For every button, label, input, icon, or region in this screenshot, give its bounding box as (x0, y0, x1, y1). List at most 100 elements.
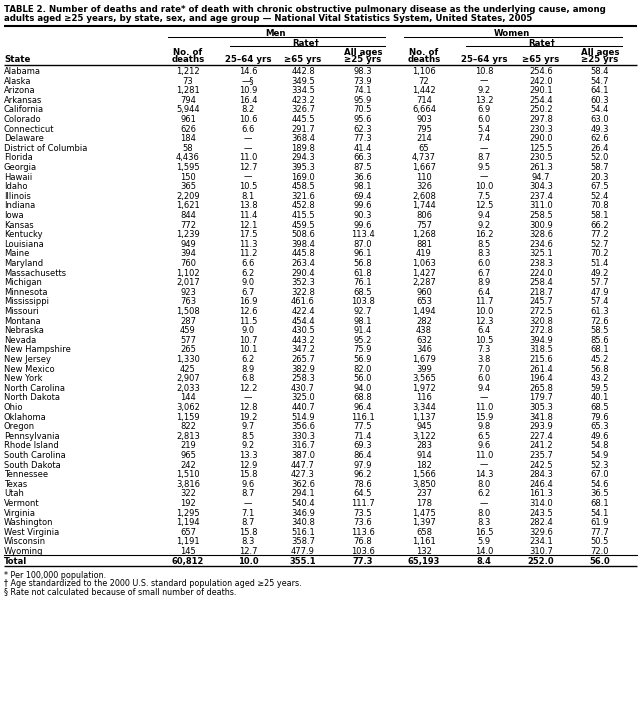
Text: 341.8: 341.8 (529, 413, 553, 422)
Text: 395.3: 395.3 (291, 163, 315, 172)
Text: Wyoming: Wyoming (4, 547, 44, 556)
Text: New Jersey: New Jersey (4, 355, 51, 364)
Text: † Age standardized to the 2000 U.S. standard population aged ≥25 years.: † Age standardized to the 2000 U.S. stan… (4, 579, 302, 588)
Text: 8.4: 8.4 (476, 557, 492, 566)
Text: 352.3: 352.3 (291, 278, 315, 287)
Text: 657: 657 (180, 528, 196, 537)
Text: 329.6: 329.6 (529, 528, 553, 537)
Text: 326: 326 (416, 182, 432, 192)
Text: 12.7: 12.7 (238, 163, 257, 172)
Text: 9.4: 9.4 (478, 211, 490, 220)
Text: 8.7: 8.7 (241, 490, 254, 498)
Text: Hawaii: Hawaii (4, 173, 32, 181)
Text: 394: 394 (180, 249, 196, 258)
Text: 960: 960 (416, 288, 432, 297)
Text: 314.0: 314.0 (529, 499, 553, 508)
Text: 56.9: 56.9 (354, 355, 372, 364)
Text: 325.1: 325.1 (529, 249, 553, 258)
Text: 763: 763 (180, 297, 196, 307)
Text: 1,281: 1,281 (176, 86, 200, 95)
Text: 6.2: 6.2 (242, 355, 254, 364)
Text: 58.5: 58.5 (591, 326, 609, 336)
Text: 1,161: 1,161 (412, 537, 436, 546)
Text: 6.0: 6.0 (478, 115, 490, 124)
Text: 52.4: 52.4 (591, 192, 609, 201)
Text: 192: 192 (180, 499, 196, 508)
Text: 10.6: 10.6 (238, 115, 257, 124)
Text: 150: 150 (180, 173, 196, 181)
Text: 7.1: 7.1 (242, 508, 254, 518)
Text: 294.3: 294.3 (291, 153, 315, 163)
Text: North Carolina: North Carolina (4, 384, 65, 393)
Text: California: California (4, 105, 44, 114)
Text: 40.1: 40.1 (591, 393, 609, 402)
Text: 326.7: 326.7 (291, 105, 315, 114)
Text: 161.3: 161.3 (529, 490, 553, 498)
Text: 6.0: 6.0 (478, 259, 490, 268)
Text: 1,191: 1,191 (176, 537, 200, 546)
Text: 70.5: 70.5 (354, 105, 372, 114)
Text: 1,442: 1,442 (412, 86, 436, 95)
Text: 5,944: 5,944 (176, 105, 200, 114)
Text: 58: 58 (183, 144, 194, 153)
Text: 965: 965 (180, 451, 196, 460)
Text: 382.9: 382.9 (291, 364, 315, 374)
Text: 443.2: 443.2 (291, 336, 315, 345)
Text: 99.6: 99.6 (354, 202, 372, 210)
Text: —: — (480, 144, 488, 153)
Text: 419: 419 (416, 249, 432, 258)
Text: 287: 287 (180, 317, 196, 325)
Text: 238.3: 238.3 (529, 259, 553, 268)
Text: Rate†: Rate† (292, 39, 319, 48)
Text: 25–64 yrs: 25–64 yrs (461, 55, 507, 64)
Text: 454.4: 454.4 (291, 317, 315, 325)
Text: 65,193: 65,193 (408, 557, 440, 566)
Text: 234.6: 234.6 (529, 240, 553, 249)
Text: Louisiana: Louisiana (4, 240, 44, 249)
Text: 322.8: 322.8 (291, 288, 315, 297)
Text: Kentucky: Kentucky (4, 230, 42, 239)
Text: 258.3: 258.3 (291, 374, 315, 383)
Text: —: — (244, 393, 252, 402)
Text: 1,063: 1,063 (412, 259, 436, 268)
Text: 447.7: 447.7 (291, 461, 315, 469)
Text: 430.7: 430.7 (291, 384, 315, 393)
Text: 54.8: 54.8 (591, 441, 609, 451)
Text: 11.3: 11.3 (238, 240, 257, 249)
Text: 95.2: 95.2 (354, 336, 372, 345)
Text: 458.5: 458.5 (291, 182, 315, 192)
Text: 261.4: 261.4 (529, 364, 553, 374)
Text: 346: 346 (416, 346, 432, 354)
Text: 54.4: 54.4 (591, 105, 609, 114)
Text: 144: 144 (180, 393, 196, 402)
Text: 68.1: 68.1 (591, 346, 610, 354)
Text: 64.1: 64.1 (591, 86, 609, 95)
Text: 132: 132 (416, 547, 432, 556)
Text: 10.5: 10.5 (475, 336, 493, 345)
Text: 5.9: 5.9 (478, 537, 490, 546)
Text: Rate†: Rate† (529, 39, 556, 48)
Text: 10.7: 10.7 (238, 336, 257, 345)
Text: 74.1: 74.1 (354, 86, 372, 95)
Text: 234.1: 234.1 (529, 537, 553, 546)
Text: adults aged ≥25 years, by state, sex, and age group — National Vital Statistics : adults aged ≥25 years, by state, sex, an… (4, 14, 532, 23)
Text: 250.2: 250.2 (529, 105, 553, 114)
Text: Mississippi: Mississippi (4, 297, 49, 307)
Text: Georgia: Georgia (4, 163, 37, 172)
Text: 69.3: 69.3 (354, 441, 372, 451)
Text: 111.7: 111.7 (351, 499, 375, 508)
Text: 15.9: 15.9 (475, 413, 493, 422)
Text: 362.6: 362.6 (291, 480, 315, 489)
Text: 16.9: 16.9 (238, 297, 257, 307)
Text: Arizona: Arizona (4, 86, 36, 95)
Text: 58.4: 58.4 (591, 67, 609, 76)
Text: 12.6: 12.6 (238, 307, 257, 316)
Text: 116.1: 116.1 (351, 413, 375, 422)
Text: 70.2: 70.2 (591, 249, 609, 258)
Text: 54.9: 54.9 (591, 451, 609, 460)
Text: North Dakota: North Dakota (4, 393, 60, 402)
Text: 1,667: 1,667 (412, 163, 436, 172)
Text: 346.9: 346.9 (291, 508, 315, 518)
Text: 1,595: 1,595 (176, 163, 200, 172)
Text: 1,268: 1,268 (412, 230, 436, 239)
